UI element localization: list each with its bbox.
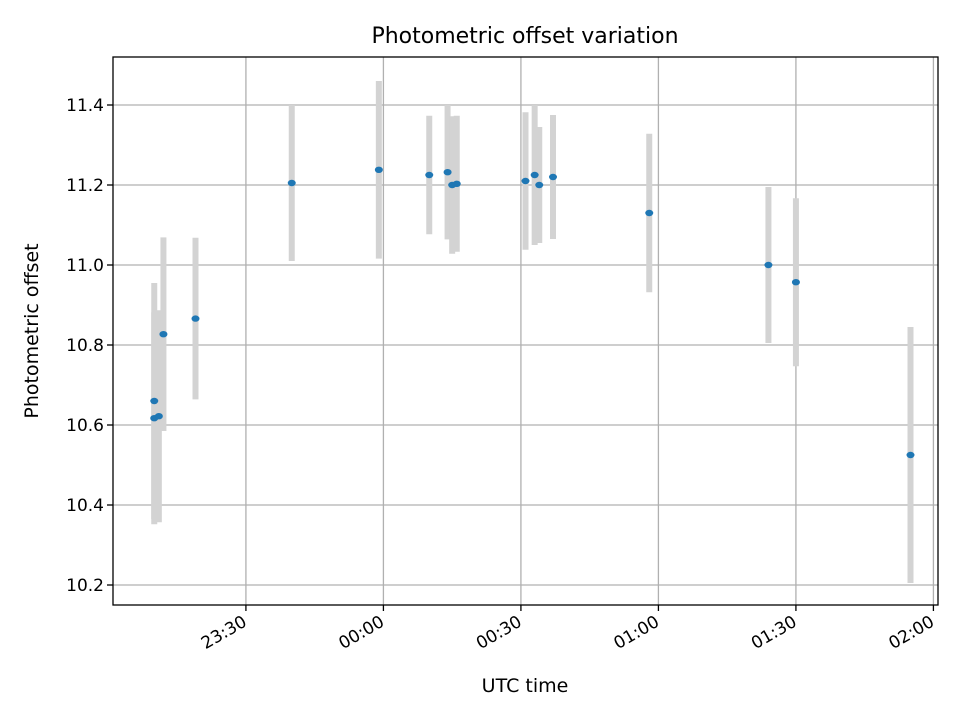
x-tick-label: 23:30 <box>198 612 250 654</box>
data-point <box>906 451 915 459</box>
data-point <box>535 181 544 189</box>
y-tick-label: 11.2 <box>66 176 104 196</box>
data-point <box>645 209 654 217</box>
x-tick-label: 00:30 <box>473 612 525 654</box>
data-point <box>159 331 168 338</box>
data-point <box>191 315 200 322</box>
data-point <box>530 171 539 179</box>
chart-title: Photometric offset variation <box>371 24 678 49</box>
y-tick-label: 10.6 <box>66 416 104 436</box>
data-point <box>425 171 434 179</box>
error-bars <box>151 81 914 583</box>
x-tick-label: 01:00 <box>610 612 662 654</box>
data-point <box>452 180 461 187</box>
data-point <box>443 169 452 176</box>
data-point <box>521 177 530 185</box>
data-points <box>150 166 915 459</box>
plot-area-frame <box>112 56 939 606</box>
data-point <box>549 173 557 181</box>
y-tick-label: 10.2 <box>66 576 104 596</box>
x-axis-label: UTC time <box>482 675 569 697</box>
data-point <box>791 279 800 286</box>
y-axis-label: Photometric offset <box>21 243 43 418</box>
data-point <box>150 397 159 405</box>
y-tick-label: 11.0 <box>66 256 104 276</box>
y-tick-label: 10.8 <box>66 336 104 356</box>
y-tick-label: 11.4 <box>66 96 104 116</box>
data-point <box>154 413 163 420</box>
x-tick-label: 01:30 <box>748 612 800 654</box>
data-point <box>287 179 296 187</box>
y-tick-label: 10.4 <box>66 496 104 516</box>
x-tick-label: 02:00 <box>885 612 937 654</box>
data-point <box>374 166 383 173</box>
x-tick-label: 00:00 <box>335 612 387 654</box>
data-point <box>764 261 773 269</box>
